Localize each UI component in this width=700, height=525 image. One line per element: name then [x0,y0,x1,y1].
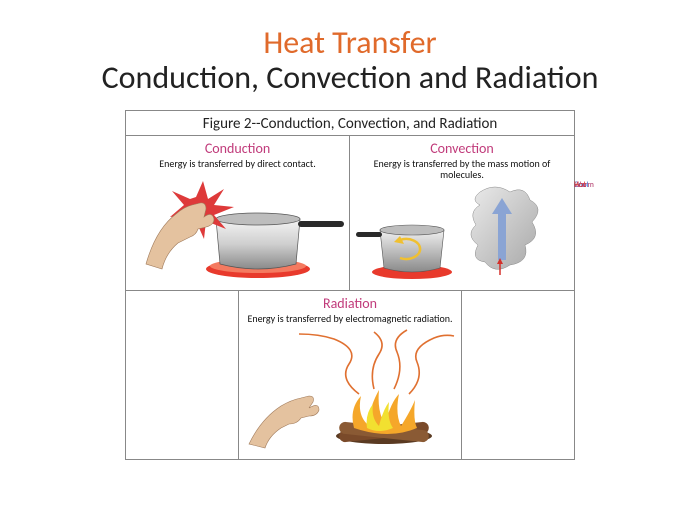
convection-svg [350,180,574,285]
fire-icon [353,390,417,434]
label-hot: Hot [574,180,586,190]
panel-radiation: Radiation Energy is transferred by elect… [238,291,462,459]
convection-illustration: Warm Hot Cool Warm Hot [350,180,574,285]
radiation-desc: Energy is transferred by electromagnetic… [243,313,457,324]
pot-handle-icon [298,221,344,227]
radiation-title: Radiation [239,295,461,312]
convection-desc: Energy is transferred by the mass motion… [354,158,570,180]
bottom-row: Radiation Energy is transferred by elect… [126,291,574,459]
pot-icon [216,219,300,269]
convection-title: Convection [350,140,574,157]
radiation-svg [239,324,463,452]
figure-caption: Figure 2--Conduction, Convection, and Ra… [126,111,574,136]
subtitle: Conduction, Convection and Radiation [0,60,700,95]
conduction-svg [126,169,350,284]
panel-conduction: Conduction Energy is transferred by dire… [126,136,350,291]
radiation-illustration [239,324,461,452]
panel-convection: Convection Energy is transferred by the … [350,136,574,291]
title-block: Heat Transfer Conduction, Convection and… [0,0,700,95]
pot-handle-icon [356,232,382,237]
figure-box: Figure 2--Conduction, Convection, and Ra… [125,110,575,460]
hand-icon [249,396,319,448]
pot-icon [380,230,444,272]
conduction-desc: Energy is transferred by direct contact. [130,158,345,169]
conduction-illustration [126,169,349,284]
main-title: Heat Transfer [0,25,700,60]
radiation-waves-icon [299,330,454,394]
top-row: Conduction Energy is transferred by dire… [126,136,574,291]
conduction-title: Conduction [126,140,349,157]
